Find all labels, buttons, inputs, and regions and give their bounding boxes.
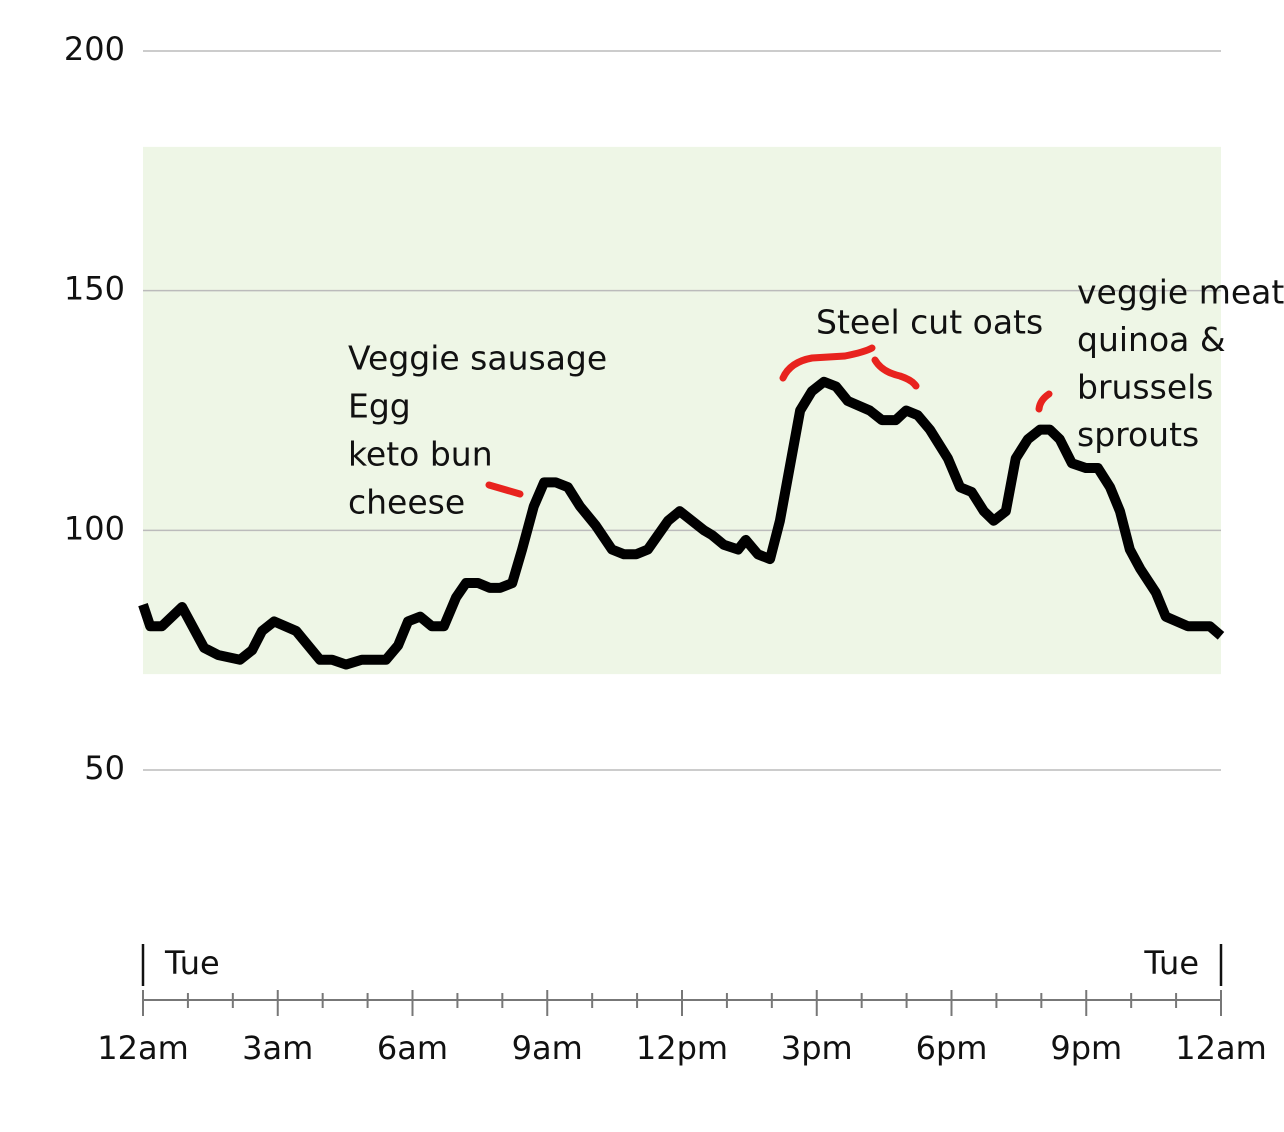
x-tick-label: 3am [242,1029,313,1067]
day-label: Tue [164,944,220,982]
x-tick-label: 12pm [636,1029,728,1067]
annotation: sprouts [1077,415,1199,454]
annotation: Steel cut oats [816,303,1043,342]
annotation: keto bun [348,435,493,474]
target-range [143,146,1221,675]
scribble [485,481,524,498]
annotation: quinoa & [1077,320,1226,359]
annotation: cheese [348,483,465,522]
x-tick-label: 6pm [916,1029,988,1067]
x-tick-label: 12am [97,1029,189,1067]
y-tick-label: 50 [84,749,125,787]
scribble [1035,390,1053,413]
annotation: veggie meat [1077,273,1284,312]
y-tick-label: 200 [64,30,125,68]
x-tick-label: 3pm [781,1029,853,1067]
x-tick-label: 6am [377,1029,448,1067]
scribble [779,344,920,390]
annotation: Veggie sausage [348,339,607,378]
annotation: brussels [1077,368,1213,407]
x-tick-label: 9pm [1050,1029,1122,1067]
y-tick-label: 150 [64,270,125,308]
y-tick-label: 100 [64,509,125,547]
x-tick-label: 12am [1175,1029,1267,1067]
glucose-line [138,376,1225,670]
day-label: Tue [1143,944,1199,982]
x-tick-label: 9am [512,1029,583,1067]
scribbles [485,344,1053,498]
annotation: Egg [348,387,411,426]
